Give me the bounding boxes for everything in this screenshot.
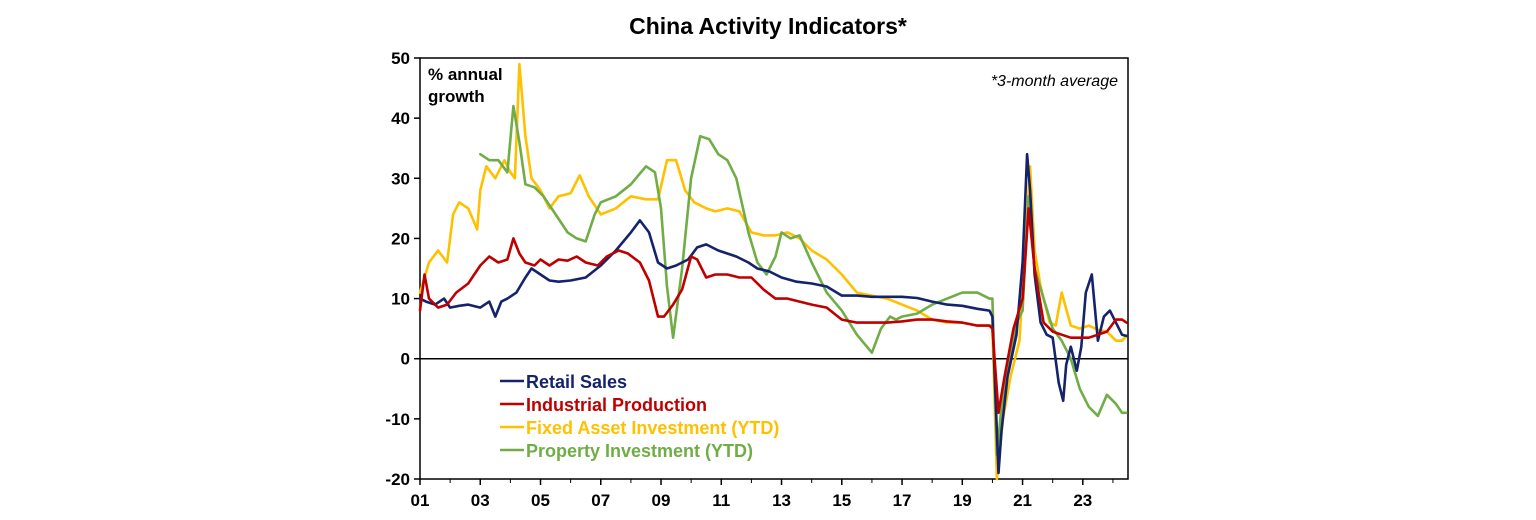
chart-annotation: *3-month average — [991, 73, 1118, 90]
series-lines — [418, 62, 1128, 481]
y-tick-label: 40 — [391, 109, 410, 128]
y-axis-label-line1: % annual — [428, 65, 503, 84]
y-tick-label: 10 — [391, 290, 410, 309]
y-axis: 50 40 30 20 10 0 -10 -20 — [385, 49, 420, 489]
y-tick-label: 50 — [391, 49, 410, 68]
x-tick-label: 17 — [893, 491, 912, 510]
x-tick-label: 19 — [953, 491, 972, 510]
x-tick-label: 13 — [772, 491, 791, 510]
legend-label: Property Investment (YTD) — [526, 441, 753, 461]
x-tick-label: 21 — [1013, 491, 1032, 510]
y-tick-label: 0 — [401, 350, 410, 369]
plot-frame — [419, 57, 1129, 480]
legend-label: Fixed Asset Investment (YTD) — [526, 418, 779, 438]
y-tick-label: 20 — [391, 229, 410, 248]
y-tick-label: 30 — [391, 169, 410, 188]
legend-label: Industrial Production — [526, 395, 707, 415]
x-tick-label: 07 — [591, 491, 610, 510]
legend-label: Retail Sales — [526, 372, 627, 392]
chart-title: China Activity Indicators* — [629, 13, 907, 39]
x-tick-label: 05 — [531, 491, 550, 510]
x-tick-label: 09 — [652, 491, 671, 510]
y-tick-label: -20 — [385, 470, 410, 489]
x-tick-label: 23 — [1073, 491, 1092, 510]
series-line-fixed-asset-investment-ytd — [418, 62, 1128, 481]
x-axis: 01 03 05 07 09 11 13 15 17 19 21 23 — [411, 479, 1114, 510]
x-tick-label: 15 — [832, 491, 851, 510]
series-line-retail-sales — [418, 152, 1128, 475]
legend: Retail Sales Industrial Production Fixed A… — [500, 372, 779, 461]
y-tick-label: -10 — [385, 410, 410, 429]
x-tick-label: 03 — [471, 491, 490, 510]
series-line-industrial-production — [418, 207, 1128, 415]
y-axis-label-line2: growth — [428, 87, 485, 106]
x-tick-label: 01 — [411, 491, 430, 510]
x-tick-label: 11 — [712, 491, 730, 510]
